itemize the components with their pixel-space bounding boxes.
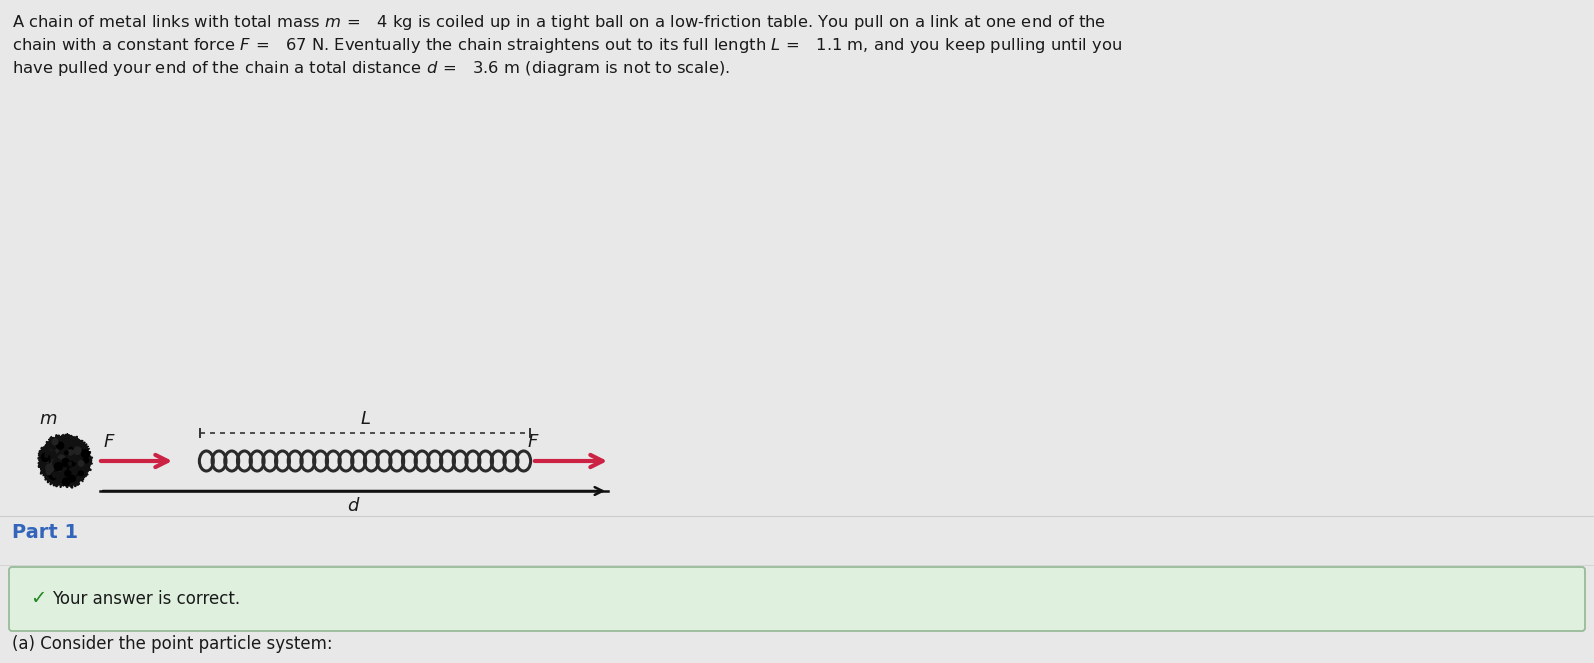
Circle shape [51, 442, 57, 449]
Circle shape [49, 459, 54, 464]
FancyBboxPatch shape [10, 567, 1584, 631]
Text: $F$: $F$ [104, 433, 115, 451]
Circle shape [48, 467, 56, 474]
Circle shape [51, 471, 59, 478]
Circle shape [45, 449, 51, 455]
Circle shape [54, 463, 64, 472]
Circle shape [57, 440, 62, 446]
Circle shape [49, 445, 59, 455]
Circle shape [61, 445, 69, 452]
Circle shape [54, 462, 64, 471]
Circle shape [80, 449, 84, 453]
Circle shape [72, 453, 81, 463]
Circle shape [70, 460, 77, 467]
Circle shape [78, 460, 84, 467]
Circle shape [45, 458, 49, 463]
Circle shape [49, 444, 57, 451]
Circle shape [49, 458, 59, 468]
Circle shape [64, 450, 69, 455]
Circle shape [65, 467, 73, 475]
Circle shape [81, 449, 91, 459]
Text: chain with a constant force $F\,=\,$  67 N. Eventually the chain straightens out: chain with a constant force $F\,=\,$ 67 … [13, 36, 1122, 55]
Circle shape [69, 447, 73, 452]
Circle shape [69, 467, 78, 477]
Circle shape [51, 438, 59, 446]
Circle shape [62, 467, 67, 471]
Circle shape [73, 446, 81, 455]
Circle shape [48, 469, 57, 479]
Circle shape [49, 450, 56, 457]
Text: $L$: $L$ [360, 410, 370, 428]
Circle shape [70, 468, 78, 477]
Circle shape [64, 469, 72, 477]
Circle shape [67, 449, 73, 455]
Circle shape [62, 477, 70, 486]
Circle shape [61, 465, 67, 471]
Circle shape [69, 461, 72, 466]
Text: Part 1: Part 1 [13, 523, 78, 542]
Circle shape [61, 457, 70, 467]
Circle shape [62, 477, 72, 486]
Circle shape [53, 458, 62, 467]
Text: A chain of metal links with total mass $m\,=\,$  4 kg is coiled up in a tight ba: A chain of metal links with total mass $… [13, 13, 1106, 32]
Circle shape [57, 454, 65, 462]
Text: (a) Consider the point particle system:: (a) Consider the point particle system: [13, 635, 333, 653]
Circle shape [49, 473, 57, 481]
Text: Your answer is correct.: Your answer is correct. [53, 590, 241, 608]
Circle shape [40, 452, 51, 462]
Circle shape [78, 470, 84, 477]
Circle shape [46, 469, 53, 475]
Circle shape [51, 468, 59, 475]
Polygon shape [38, 434, 92, 488]
Circle shape [41, 462, 48, 469]
Circle shape [69, 475, 77, 483]
Circle shape [83, 457, 89, 463]
Text: have pulled your end of the chain a total distance $d\,=\,$  3.6 m (diagram is n: have pulled your end of the chain a tota… [13, 59, 730, 78]
Text: ✓: ✓ [30, 589, 46, 609]
Circle shape [69, 467, 78, 476]
Circle shape [45, 453, 49, 458]
Text: $m$: $m$ [38, 410, 57, 428]
Text: $d$: $d$ [347, 497, 360, 515]
Text: $F$: $F$ [528, 433, 539, 451]
Circle shape [56, 442, 64, 450]
Circle shape [83, 463, 88, 467]
Circle shape [69, 468, 73, 473]
Circle shape [45, 463, 54, 473]
